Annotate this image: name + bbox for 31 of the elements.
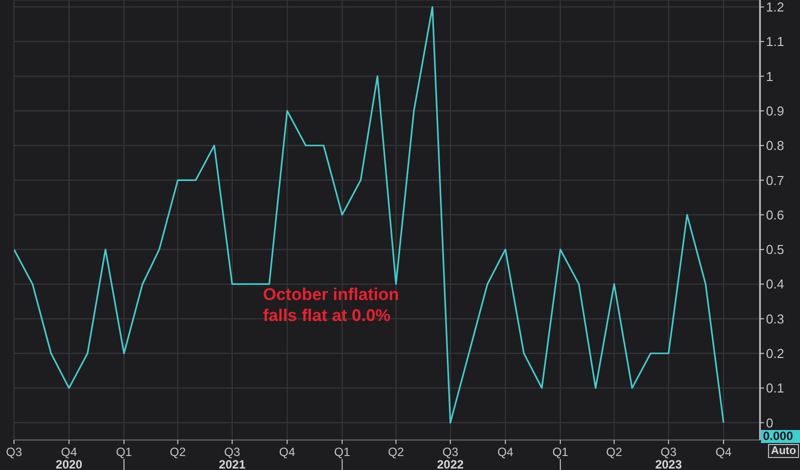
x-tick-label: Q1	[334, 445, 350, 459]
y-tick-label: 1	[766, 68, 774, 84]
y-tick-label: 1.2	[766, 0, 784, 15]
y-tick-label: 0.3	[766, 311, 784, 326]
x-tick-label: Q4	[716, 445, 732, 459]
x-tick-label: Q3	[6, 445, 22, 459]
x-tick-label: Q2	[606, 445, 622, 459]
x-tick-label: Q1	[552, 445, 569, 459]
x-tick-label: Q4	[279, 445, 296, 459]
x-tick-label: Q4	[497, 445, 514, 459]
y-tick-label: 0.6	[766, 207, 784, 222]
y-tick-label: 1.1	[766, 34, 784, 50]
x-tick-label: Q3 2021	[218, 445, 246, 470]
y-tick-label: 0.5	[766, 242, 784, 258]
y-tick-label: 0.2	[766, 346, 784, 361]
annotation: October inflation falls flat at 0.0%	[263, 284, 399, 326]
line-series	[14, 6, 724, 424]
x-tick-label: Q2	[170, 445, 186, 459]
y-tick-label: 0.1	[766, 380, 784, 396]
x-tick-label: Q1	[116, 445, 132, 459]
x-tick-label: Q3 2022	[437, 445, 464, 470]
text: 0.000	[761, 429, 800, 443]
x-tick-label: Q4 2020	[56, 445, 83, 470]
text: Auto	[768, 444, 800, 458]
y-tick-label: 0.9	[766, 103, 784, 118]
x-tick-label: Q2	[388, 445, 404, 459]
x-tick-label: Q3 2023	[655, 445, 682, 470]
y-tick-label: 0.7	[766, 172, 784, 188]
y-tick-label: 0.4	[766, 276, 784, 292]
y-tick-label: 0.8	[766, 138, 784, 154]
y-tick-label: 0	[766, 415, 774, 430]
